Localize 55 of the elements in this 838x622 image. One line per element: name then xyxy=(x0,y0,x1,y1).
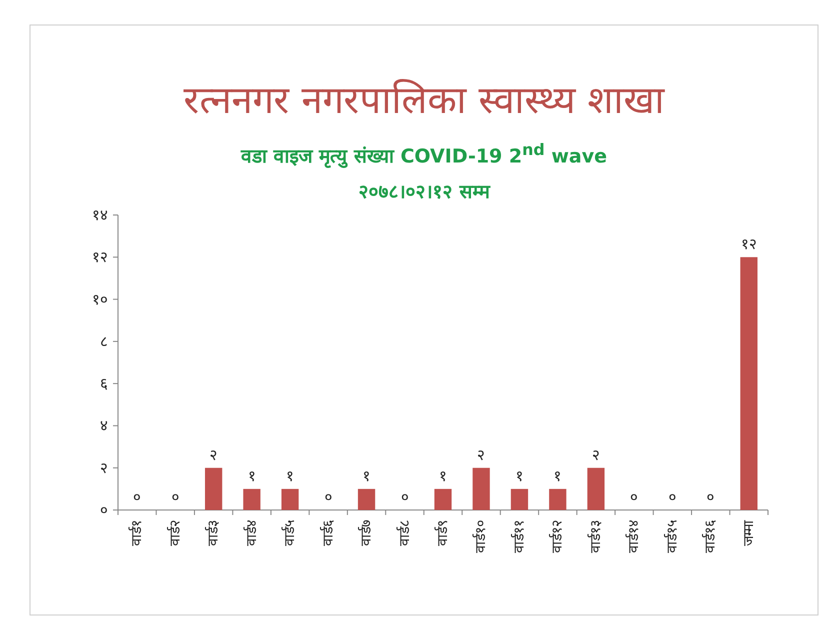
data-label: ० xyxy=(706,488,715,506)
bar xyxy=(204,468,222,510)
y-tick-label: १० xyxy=(92,290,108,308)
data-label: १ xyxy=(515,466,524,485)
y-tick-label: ८ xyxy=(100,332,108,350)
x-tick-label: वार्ड१२ xyxy=(548,520,566,553)
chart-title: रत्ननगर नगरपालिका स्वास्थ्य शाखा xyxy=(182,77,666,124)
x-tick-label: वार्ड४ xyxy=(242,520,260,546)
x-tick-label: जम्मा xyxy=(740,520,757,546)
bar xyxy=(549,488,566,510)
data-label: ० xyxy=(133,488,142,506)
bar xyxy=(510,488,528,510)
data-label: ० xyxy=(171,488,180,506)
bar xyxy=(740,257,758,510)
text: २०७८।०२।१२ सम्म xyxy=(358,180,492,204)
x-tick-label: वार्ड६ xyxy=(319,520,336,546)
data-label: ० xyxy=(400,488,409,506)
x-tick-label: वार्ड९ xyxy=(434,520,451,546)
x-tick-label: वार्ड११ xyxy=(510,520,528,553)
bar xyxy=(358,488,376,510)
y-tick-label: ६ xyxy=(100,374,108,393)
x-tick-label: वार्ड३ xyxy=(204,520,222,546)
data-label: २ xyxy=(477,446,486,464)
x-tick-label: वार्ड१३ xyxy=(586,520,604,553)
x-tick-label: वार्ड७ xyxy=(358,520,375,546)
chart-subtitle: वडा वाइज मृत्यु संख्या COVID-19 2$^{nd}$ wave xyxy=(240,140,608,168)
x-tick-label: वार्ड८ xyxy=(396,520,413,546)
x-tick-label: वार्ड१० xyxy=(472,520,490,553)
x-tick-label: वार्ड२ xyxy=(166,520,184,546)
y-tick-label: ४ xyxy=(100,416,108,435)
bar xyxy=(587,468,605,510)
x-tick-label: वार्ड१६ xyxy=(702,520,719,553)
data-label: १ xyxy=(286,466,294,485)
data-label: ० xyxy=(668,488,676,506)
y-tick-label: ० xyxy=(100,501,108,519)
x-tick-label: वार्ड१५ xyxy=(663,520,680,553)
bar xyxy=(243,488,260,510)
x-tick-label: वार्ड१ xyxy=(128,520,146,546)
data-label: १ xyxy=(439,466,447,485)
y-tick-label: १२ xyxy=(92,248,108,266)
x-tick-label: वार्ड५ xyxy=(281,520,298,546)
x-tick-label: वार्ड१४ xyxy=(625,520,642,553)
data-label: १२ xyxy=(740,235,757,254)
bar xyxy=(472,468,490,510)
data-label: ० xyxy=(630,488,638,506)
bar xyxy=(281,488,299,510)
data-label: २ xyxy=(592,446,600,464)
data-label: ० xyxy=(324,488,332,506)
data-label: १ xyxy=(362,466,371,485)
y-tick-label: १४ xyxy=(92,206,108,224)
data-label: २ xyxy=(210,446,218,464)
bar xyxy=(434,488,452,510)
y-tick-label: २ xyxy=(100,458,108,477)
data-label: १ xyxy=(248,466,256,485)
data-label: १ xyxy=(554,466,562,485)
